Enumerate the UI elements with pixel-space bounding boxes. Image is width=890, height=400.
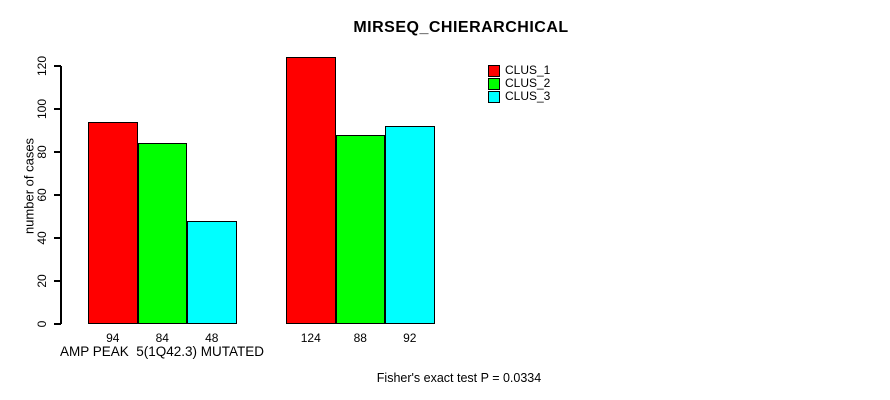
bar-clus_3-group2 <box>385 126 435 324</box>
bar-clus_3-group1 <box>187 220 237 324</box>
bar-value-label: 84 <box>155 331 169 345</box>
legend-row-clus_2: CLUS_2 <box>488 77 550 90</box>
y-tick-label: 60 <box>35 188 49 202</box>
legend-swatch-icon <box>488 90 500 103</box>
bar-value-label: 124 <box>300 331 321 345</box>
bar-clus_2-group1 <box>137 143 187 324</box>
y-tick-mark <box>54 323 61 325</box>
bar-value-label: 88 <box>353 331 367 345</box>
y-tick-label: 80 <box>35 145 49 159</box>
legend-label: CLUS_3 <box>505 89 551 103</box>
bar-value-label: 48 <box>205 331 219 345</box>
bar-clus_2-group2 <box>335 134 385 324</box>
bar-value-label: 92 <box>403 331 417 345</box>
y-tick-label: 120 <box>35 55 49 77</box>
y-tick-mark <box>54 65 61 67</box>
group1-x-label: AMP PEAK 5(1Q42.3) MUTATED <box>59 344 265 359</box>
chart-title: MIRSEQ_CHIERARCHICAL <box>353 19 569 36</box>
y-tick-mark <box>54 151 61 153</box>
y-tick-label: 0 <box>35 320 49 328</box>
legend-row-clus_1: CLUS_1 <box>488 64 550 77</box>
y-tick-label: 100 <box>35 98 49 120</box>
fisher-test-annotation: Fisher's exact test P = 0.0334 <box>376 371 542 385</box>
y-tick-label: 20 <box>35 274 49 288</box>
bar-value-label: 94 <box>106 331 120 345</box>
y-tick-mark <box>54 194 61 196</box>
y-tick-mark <box>54 237 61 239</box>
y-axis-line <box>60 66 62 324</box>
legend-row-clus_3: CLUS_3 <box>488 90 550 103</box>
y-tick-mark <box>54 280 61 282</box>
legend: CLUS_1 CLUS_2 CLUS_3 <box>488 64 550 103</box>
legend-swatch-icon <box>488 77 500 90</box>
legend-swatch-icon <box>488 64 500 77</box>
legend-label: CLUS_2 <box>505 76 551 90</box>
bar-clus_1-group1 <box>88 121 138 324</box>
legend-label: CLUS_1 <box>505 63 551 77</box>
y-tick-mark <box>54 108 61 110</box>
bar-clus_1-group2 <box>286 57 336 324</box>
y-tick-label: 40 <box>35 231 49 245</box>
